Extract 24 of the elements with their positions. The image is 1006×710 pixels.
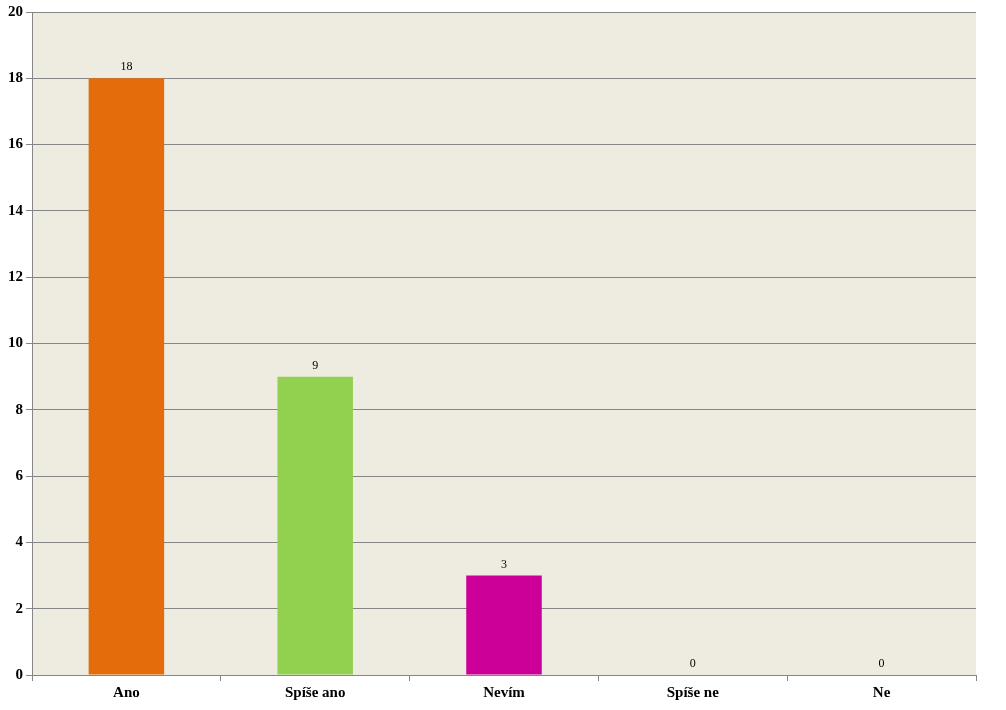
x-tick-label: Spíše ano <box>284 683 346 700</box>
y-tick-label: 18 <box>8 69 23 86</box>
bar <box>88 78 165 675</box>
data-label: 0 <box>689 656 696 671</box>
y-tick-label: 10 <box>8 334 23 351</box>
x-tick-label: Nevím <box>483 683 526 700</box>
y-tick-label: 12 <box>8 268 23 285</box>
x-tick-label: Ano <box>113 683 140 700</box>
y-tick-label: 4 <box>15 533 24 550</box>
y-tick-label: 2 <box>15 599 23 616</box>
data-label: 3 <box>501 556 507 571</box>
y-tick-label: 20 <box>8 2 23 19</box>
x-tick-label: Ne <box>872 683 891 700</box>
data-label: 9 <box>312 357 319 372</box>
y-tick-label: 0 <box>15 665 23 682</box>
y-tick-label: 8 <box>15 400 23 417</box>
y-tick-label: 16 <box>8 135 24 152</box>
x-tick-label: Spíše ne <box>666 683 720 700</box>
y-tick-label: 14 <box>8 201 24 218</box>
bar <box>277 376 353 675</box>
data-label: 18 <box>120 59 133 74</box>
bar <box>466 575 542 675</box>
data-label: 0 <box>878 656 885 671</box>
y-tick-label: 6 <box>15 466 24 483</box>
